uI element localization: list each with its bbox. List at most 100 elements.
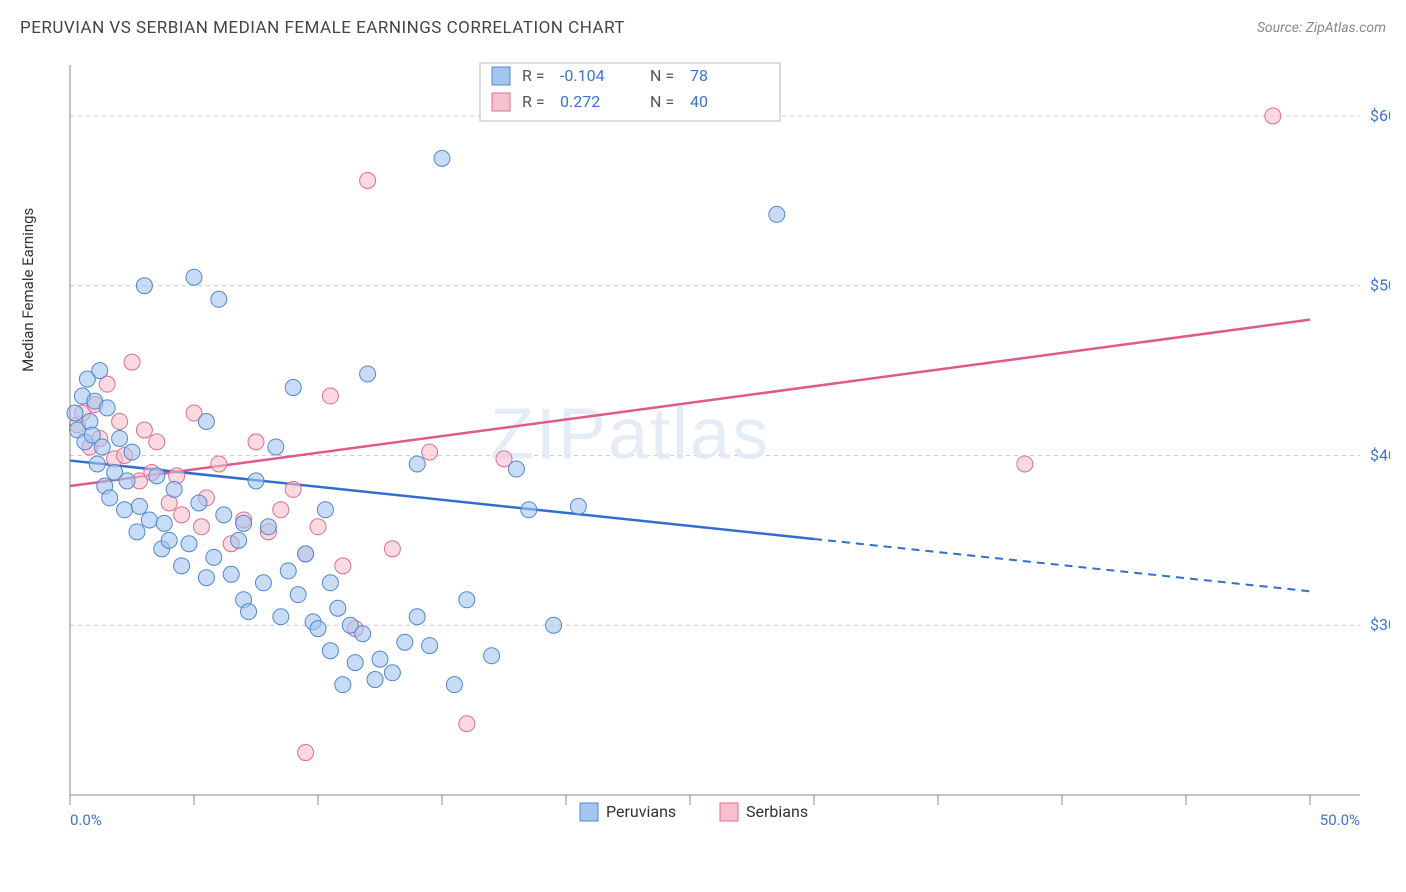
stats-r-label: R = <box>522 92 545 111</box>
data-point-pink <box>112 414 128 430</box>
legend-label: Serbians <box>746 802 808 821</box>
data-point-blue <box>216 507 232 523</box>
data-point-pink <box>193 519 209 535</box>
stats-n-value: 78 <box>690 66 708 85</box>
data-point-blue <box>322 643 338 659</box>
y-axis-label: Median Female Earnings <box>19 208 37 372</box>
data-point-blue <box>273 609 289 625</box>
data-point-blue <box>330 600 346 616</box>
data-point-pink <box>124 354 140 370</box>
legend-swatch <box>580 803 598 821</box>
data-point-blue <box>248 473 264 489</box>
data-point-blue <box>317 502 333 518</box>
watermark: ZIPatlas <box>490 394 770 474</box>
data-point-pink <box>211 456 227 472</box>
data-point-blue <box>181 536 197 552</box>
data-point-blue <box>231 532 247 548</box>
data-point-blue <box>141 512 157 528</box>
data-point-blue <box>117 502 133 518</box>
data-point-blue <box>99 400 115 416</box>
data-point-blue <box>546 617 562 633</box>
data-point-blue <box>198 414 214 430</box>
data-point-blue <box>131 498 147 514</box>
y-tick-label: $40,000 <box>1370 445 1390 464</box>
data-point-blue <box>409 609 425 625</box>
legend: Peruvians Serbians <box>580 802 808 821</box>
data-point-blue <box>280 563 296 579</box>
data-point-pink <box>422 444 438 460</box>
chart-title: PERUVIAN VS SERBIAN MEDIAN FEMALE EARNIN… <box>20 18 625 38</box>
y-tick-label: $30,000 <box>1370 615 1390 634</box>
data-point-blue <box>446 677 462 693</box>
data-point-pink <box>360 172 376 188</box>
chart-container: Median Female Earnings $30,000$40,000$50… <box>50 55 1390 835</box>
stats-box: R =-0.104N =78R =0.272N =40 <box>480 63 780 121</box>
data-point-blue <box>372 651 388 667</box>
data-point-blue <box>409 456 425 472</box>
legend-label: Peruvians <box>606 802 676 821</box>
data-point-blue <box>290 587 306 603</box>
data-point-blue <box>94 439 110 455</box>
data-point-blue <box>119 473 135 489</box>
stats-r-value: -0.104 <box>560 66 605 85</box>
source-attribution: Source: ZipAtlas.com <box>1257 20 1386 36</box>
data-point-blue <box>198 570 214 586</box>
data-point-blue <box>335 677 351 693</box>
y-tick-label: $50,000 <box>1370 276 1390 295</box>
legend-swatch <box>720 803 738 821</box>
data-point-blue <box>570 498 586 514</box>
data-point-blue <box>136 278 152 294</box>
data-point-blue <box>322 575 338 591</box>
data-point-pink <box>459 716 475 732</box>
data-point-pink <box>310 519 326 535</box>
stats-n-value: 40 <box>690 92 708 111</box>
data-point-blue <box>384 665 400 681</box>
data-point-blue <box>67 405 83 421</box>
data-point-pink <box>248 434 264 450</box>
data-point-blue <box>161 532 177 548</box>
data-point-blue <box>156 515 172 531</box>
data-point-pink <box>174 507 190 523</box>
data-point-blue <box>459 592 475 608</box>
data-point-blue <box>124 444 140 460</box>
data-point-blue <box>367 672 383 688</box>
stats-swatch <box>492 67 510 85</box>
stats-r-value: 0.272 <box>560 92 600 111</box>
stats-n-label: N = <box>650 66 674 85</box>
data-point-pink <box>335 558 351 574</box>
y-tick-label: $60,000 <box>1370 106 1390 125</box>
x-tick-label: 50.0% <box>1320 811 1360 829</box>
data-point-blue <box>92 363 108 379</box>
data-point-blue <box>174 558 190 574</box>
data-point-blue <box>508 461 524 477</box>
data-point-blue <box>206 549 222 565</box>
data-point-blue <box>166 481 182 497</box>
data-point-blue <box>397 634 413 650</box>
data-point-blue <box>211 291 227 307</box>
data-point-blue <box>521 502 537 518</box>
data-point-blue <box>360 366 376 382</box>
chart-header: PERUVIAN VS SERBIAN MEDIAN FEMALE EARNIN… <box>0 0 1406 48</box>
stats-n-label: N = <box>650 92 674 111</box>
data-point-pink <box>1017 456 1033 472</box>
stats-swatch <box>492 93 510 111</box>
data-point-blue <box>186 269 202 285</box>
data-point-blue <box>223 566 239 582</box>
data-point-blue <box>285 380 301 396</box>
data-point-pink <box>298 745 314 761</box>
data-point-blue <box>236 515 252 531</box>
data-point-pink <box>136 422 152 438</box>
data-point-blue <box>255 575 271 591</box>
data-point-pink <box>322 388 338 404</box>
data-point-blue <box>112 430 128 446</box>
data-point-blue <box>260 519 276 535</box>
data-point-blue <box>241 604 257 620</box>
data-point-blue <box>769 206 785 222</box>
scatter-chart: $30,000$40,000$50,000$60,000ZIPatlas0.0%… <box>50 55 1390 835</box>
data-point-blue <box>191 495 207 511</box>
data-point-blue <box>347 655 363 671</box>
data-point-pink <box>285 481 301 497</box>
data-point-blue <box>89 456 105 472</box>
data-point-pink <box>273 502 289 518</box>
data-point-blue <box>149 468 165 484</box>
